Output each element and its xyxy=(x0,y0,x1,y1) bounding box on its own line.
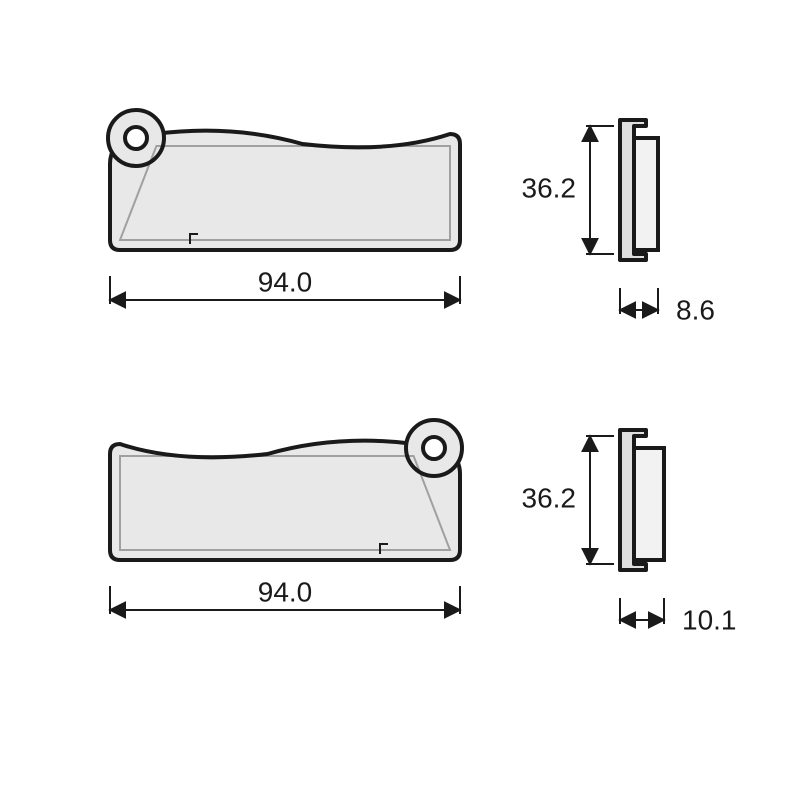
dimension-label: 36.2 xyxy=(522,172,577,203)
brake-pad-front xyxy=(110,420,462,560)
dimension-thickness: 8.6 xyxy=(620,288,715,325)
dimension-label: 36.2 xyxy=(522,482,577,513)
dimension-horizontal: 94.0 xyxy=(110,266,460,304)
dimension-horizontal: 94.0 xyxy=(110,576,460,614)
brake-pad-front xyxy=(108,110,460,250)
dimension-label: 94.0 xyxy=(258,266,313,297)
dimension-vertical: 36.2 xyxy=(522,436,615,564)
dimension-vertical: 36.2 xyxy=(522,126,615,254)
dimension-label: 10.1 xyxy=(682,604,737,635)
technical-drawing: 94.0 36.2 8.6 94.0 36.2 10.1 xyxy=(0,0,800,800)
dimension-thickness: 10.1 xyxy=(620,598,737,635)
dimension-label: 94.0 xyxy=(258,576,313,607)
brake-pad-side xyxy=(620,430,664,570)
brake-pad-side xyxy=(620,120,658,260)
dimension-label: 8.6 xyxy=(676,294,715,325)
